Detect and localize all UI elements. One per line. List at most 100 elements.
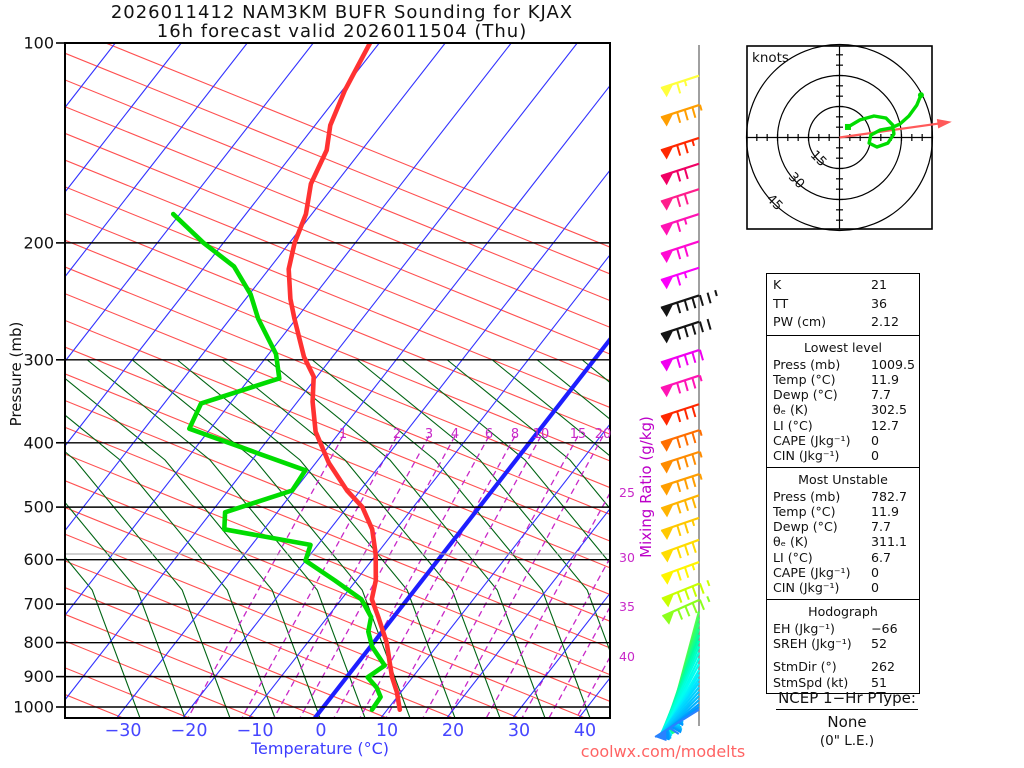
dry-adiabat-line	[65, 212, 610, 435]
index-row: EH (Jkg⁻¹) −66	[767, 621, 919, 636]
isotherm-line	[65, 43, 248, 278]
index-label: PW (cm)	[773, 314, 827, 329]
wind-barb	[660, 494, 700, 518]
mixing-ratio-line	[273, 435, 430, 718]
indices-section: Lowest level Press (mb) 1009.5 Temp (°C) 11.…	[767, 334, 919, 467]
ptype-detail: (0" L.E.)	[819, 733, 875, 749]
moist-adiabat-line	[177, 359, 456, 718]
mixing-ratio-label: 10	[533, 427, 550, 442]
index-label: LI (°C)	[773, 549, 813, 565]
dry-adiabat-line	[65, 399, 610, 622]
moist-adiabat-line	[942, 360, 1024, 718]
dry-adiabat-line	[65, 587, 388, 718]
temperature-tick-label: 30	[508, 721, 530, 741]
isotherm-line	[975, 43, 1024, 718]
storm-motion-vector	[839, 121, 945, 139]
wind-barb	[660, 348, 704, 372]
moist-adiabat-line	[65, 501, 186, 718]
isotherm-line	[182, 169, 610, 718]
index-row: Press (mb) 782.7	[767, 489, 919, 504]
index-label: CIN (Jkg⁻¹)	[773, 448, 840, 464]
chart-title-line1: 2026011412 NAM3KM BUFR Sounding for KJAX	[110, 2, 574, 23]
mixing-ratio-line	[521, 557, 610, 718]
index-value: 21	[871, 277, 888, 292]
index-row: Press (mb) 1009.5	[767, 357, 919, 372]
plot-border	[64, 42, 611, 719]
moist-adiabat-line	[537, 359, 610, 420]
moist-adiabat-line	[402, 359, 610, 564]
wind-barb	[660, 289, 718, 317]
index-value: 0	[871, 565, 880, 581]
mixing-ratio-label: 20	[595, 427, 612, 442]
mixing-ratio-label: 6	[485, 427, 493, 442]
index-value: 6.7	[871, 549, 892, 565]
moist-adiabat-line	[65, 377, 321, 718]
temperature-tick-label: −20	[171, 721, 208, 741]
wind-barb	[660, 213, 700, 236]
isotherm-0c-line	[313, 336, 610, 718]
wind-barb	[660, 429, 703, 452]
mixing-ratio-label-right: 25	[619, 485, 635, 500]
index-value: 51	[871, 674, 888, 690]
wind-barb	[660, 374, 703, 398]
pressure-tick-label: 100	[23, 34, 54, 53]
mixing-ratio-label: 1	[339, 427, 347, 442]
moist-adiabat-line	[447, 359, 610, 510]
isotherm-line	[65, 43, 446, 532]
dry-adiabat-line	[65, 533, 520, 718]
mixing-ratio-line	[385, 435, 542, 718]
index-row: θₑ (K) 311.1	[767, 534, 919, 549]
hodograph-trace	[847, 94, 923, 149]
dry-adiabat-line	[65, 266, 610, 489]
temperature-tick-label: −10	[237, 721, 274, 741]
index-row: LI (°C) 12.7	[767, 418, 919, 433]
pressure-tick-label: 1000	[13, 698, 54, 717]
index-value: 1009.5	[871, 356, 916, 372]
dry-adiabat-line	[65, 506, 586, 718]
mixing-ratio-line	[241, 435, 398, 718]
index-row: CAPE (Jkg⁻¹) 0	[767, 565, 919, 580]
mixing-ratio-label: 2	[393, 427, 401, 442]
wind-barb	[660, 266, 700, 290]
indices-table: K 21 TT 36 PW (cm) 2.12 Lowest level Press (mb)…	[766, 273, 920, 694]
mixing-ratio-line	[447, 435, 604, 718]
isotherm-line	[116, 84, 610, 718]
index-row: θₑ (K) 302.5	[767, 402, 919, 417]
index-value: 36	[871, 295, 888, 311]
pressure-tick-label: 400	[23, 433, 54, 452]
dry-adiabat-line	[65, 346, 610, 569]
mixing-ratio-line	[575, 656, 610, 718]
moist-adiabat-line	[65, 414, 276, 718]
index-value: 311.1	[871, 534, 908, 550]
wind-barb	[660, 162, 700, 186]
dry-adiabat-line	[65, 453, 610, 676]
index-value: 11.9	[871, 371, 900, 387]
index-value: 0	[871, 580, 880, 596]
index-label: θₑ (K)	[773, 534, 809, 550]
pressure-tick-label: 500	[23, 498, 54, 517]
mixing-ratio-label: 3	[425, 427, 433, 442]
wind-barb	[660, 74, 700, 98]
index-value: 782.7	[871, 488, 908, 504]
isotherm-line	[65, 43, 512, 617]
index-label: Temp (°C)	[773, 371, 836, 387]
temperature-tick-label: 0	[315, 721, 326, 741]
dewpoint-trace	[170, 211, 388, 713]
index-value: 12.7	[871, 417, 900, 433]
isotherm-line	[446, 507, 610, 718]
index-value: −66	[871, 620, 898, 636]
index-label: TT	[773, 295, 789, 311]
index-label: Dewp (°C)	[773, 387, 838, 403]
temperature-tick-label: 40	[574, 721, 596, 741]
pressure-tick-label: 800	[23, 633, 54, 652]
hodograph-trace-end-marker	[917, 92, 924, 99]
index-value: 2.12	[871, 314, 900, 329]
mixing-ratio-label-right: 35	[619, 599, 635, 614]
index-value: 7.7	[871, 387, 892, 403]
index-label: StmDir (°)	[773, 659, 837, 675]
mixing-ratio-label-right: 30	[619, 550, 635, 565]
pressure-tick-label: 300	[23, 350, 54, 369]
